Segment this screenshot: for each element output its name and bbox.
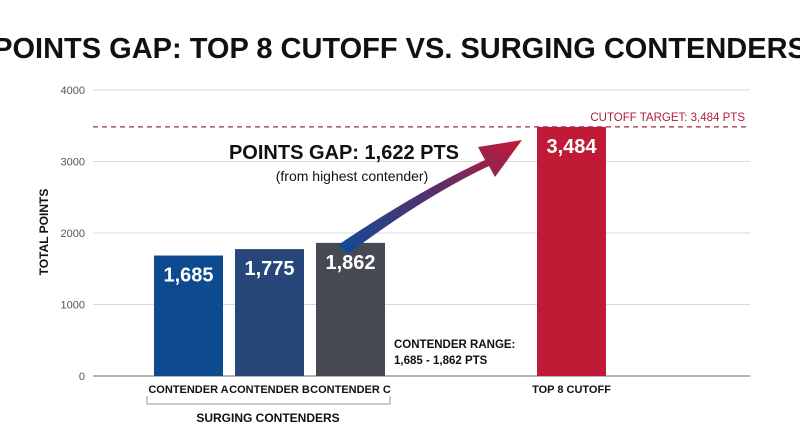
data-labels: 1,685 1,775 1,862 3,484 (163, 136, 597, 287)
gap-arrow (338, 140, 522, 254)
data-label: 3,484 (546, 136, 597, 158)
bar (537, 126, 606, 376)
category-label: TOP 8 CUTOFF (532, 384, 611, 396)
category-label: CONTENDER A (148, 384, 228, 396)
range-annotation-line1: CONTENDER RANGE: (394, 339, 515, 351)
y-tick-label: 1000 (61, 300, 85, 312)
gap-annotation: POINTS GAP: 1,622 PTS (229, 142, 459, 164)
range-annotation-line2: 1,685 - 1,862 PTS (394, 355, 488, 367)
data-label: 1,685 (163, 265, 213, 287)
bar (316, 242, 385, 376)
y-tick-label: 2000 (61, 228, 85, 240)
y-tick-label: 4000 (61, 85, 85, 97)
y-tick-label: 3000 (61, 157, 85, 169)
gap-sub-annotation: (from highest contender) (276, 168, 429, 184)
y-axis-label: TOTAL POINTS (37, 189, 51, 276)
y-tick-label: 0 (79, 371, 85, 383)
y-axis-ticks: 0 1000 2000 3000 4000 (61, 85, 85, 383)
data-label: 1,775 (244, 258, 294, 280)
bar (235, 249, 304, 376)
bars (154, 126, 606, 376)
category-label: CONTENDER C (310, 384, 391, 396)
category-label: CONTENDER B (229, 384, 310, 396)
chart-title: POINTS GAP: TOP 8 CUTOFF VS. SURGING CON… (0, 33, 800, 65)
bar (154, 255, 223, 376)
group-bracket (146, 396, 391, 405)
category-labels: CONTENDER A CONTENDER B CONTENDER C TOP 8 C… (148, 384, 611, 396)
group-label: SURGING CONTENDERS (196, 411, 339, 425)
cutoff-target-label: CUTOFF TARGET: 3,484 PTS (590, 112, 745, 124)
data-label: 1,862 (325, 252, 375, 274)
